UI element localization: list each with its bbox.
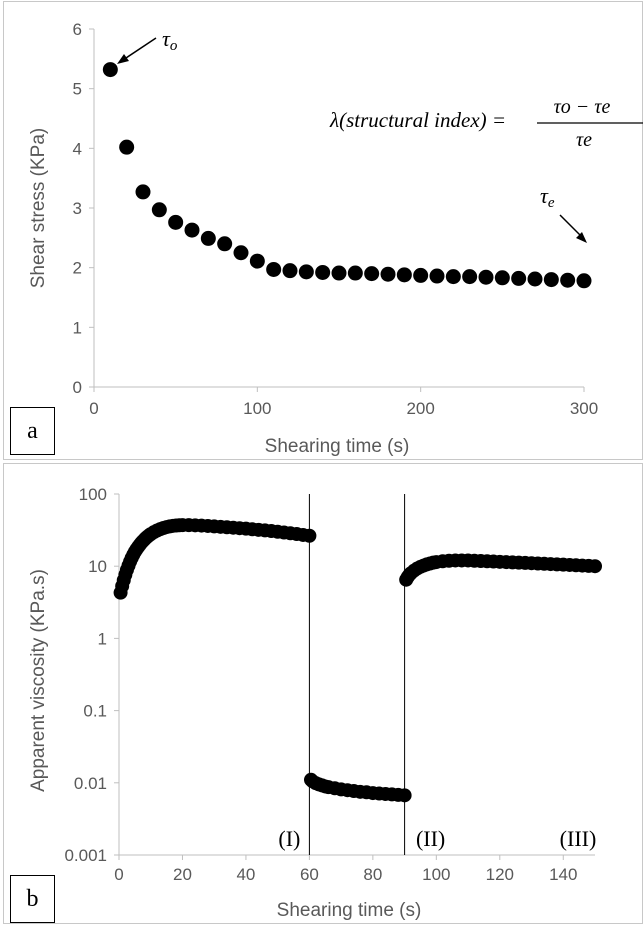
y-tick-label: 4 — [73, 139, 82, 158]
x-tick-label: 40 — [236, 865, 255, 884]
data-point — [478, 269, 494, 285]
data-point — [331, 265, 347, 281]
y-tick-label: 0.001 — [64, 846, 107, 865]
data-point — [200, 230, 216, 246]
y-tick-label: 10 — [88, 557, 107, 576]
formula-denominator: τe — [576, 129, 592, 151]
data-point — [168, 214, 184, 230]
data-point — [543, 272, 559, 288]
data-point — [413, 267, 429, 283]
data-point — [494, 270, 510, 286]
y-tick-label: 3 — [73, 199, 82, 218]
region-label: (III) — [560, 826, 597, 851]
panel-label-b: b — [10, 875, 55, 923]
apparent-viscosity-chart: 100 10 1 0.1 0.01 0.001 0 20 40 60 80 100 120 140 Shea… — [28, 485, 602, 921]
data-point — [102, 62, 118, 78]
tau-e-arrow-line — [559, 214, 583, 238]
y-tick-label: 5 — [73, 80, 82, 99]
x-tick-label: 0 — [114, 865, 123, 884]
data-point — [119, 139, 135, 155]
data-point — [282, 263, 298, 279]
data-point — [396, 267, 412, 283]
y-axis-label: Apparent viscosity (KPa.s) — [28, 569, 49, 792]
data-point — [429, 268, 445, 284]
data-point — [576, 273, 592, 289]
y-tick-label: 100 — [79, 485, 107, 504]
x-tick-label: 80 — [363, 865, 382, 884]
panel-label-a: a — [10, 407, 55, 455]
formula-numerator: τo − τe — [554, 96, 611, 118]
tau-e-label: τe — [540, 183, 555, 211]
x-tick-label: 120 — [486, 865, 514, 884]
data-point — [151, 202, 167, 218]
data-point — [217, 236, 233, 252]
tau-o-arrow-head — [117, 54, 129, 64]
x-tick-label: 60 — [300, 865, 319, 884]
data-point — [315, 264, 331, 280]
data-point — [397, 788, 412, 803]
data-point — [249, 253, 265, 269]
region-label: (I) — [278, 826, 300, 851]
tau-e-arrow-head — [576, 232, 587, 243]
data-point — [527, 271, 543, 287]
x-axis-label: Shearing time (s) — [265, 436, 410, 457]
data-point — [302, 528, 317, 543]
y-tick-label: 0 — [73, 378, 82, 397]
data-point — [511, 270, 527, 286]
data-point — [266, 261, 282, 277]
y-tick-label: 0.1 — [83, 702, 107, 721]
chart-panel-b: 100 10 1 0.1 0.01 0.001 0 20 40 60 80 100 120 140 Shea… — [3, 463, 643, 924]
data-point — [364, 266, 380, 282]
data-point — [560, 272, 576, 288]
x-tick-label: 20 — [173, 865, 192, 884]
x-tick-label: 0 — [89, 399, 98, 418]
x-axis-label: Shearing time (s) — [277, 900, 422, 921]
shear-stress-chart: 0 1 2 3 4 5 6 0 100 200 300 Shearing time (s) Shear … — [28, 20, 643, 457]
x-tick-label: 300 — [570, 399, 598, 418]
data-point — [298, 264, 314, 280]
chart-panel-a: 0 1 2 3 4 5 6 0 100 200 300 Shearing time (s) Shear … — [3, 1, 643, 460]
x-tick-label: 100 — [422, 865, 450, 884]
data-point — [588, 559, 602, 574]
data-point — [233, 245, 249, 261]
y-tick-label: 1 — [73, 318, 82, 337]
y-tick-label: 1 — [98, 629, 107, 648]
formula-lhs: λ(structural index) = — [329, 108, 506, 132]
tau-o-label: τo — [162, 26, 178, 54]
x-tick-label: 200 — [406, 399, 434, 418]
x-tick-label: 140 — [549, 865, 577, 884]
data-point — [462, 269, 478, 285]
y-tick-label: 6 — [73, 20, 82, 39]
x-tick-label: 100 — [243, 399, 271, 418]
data-point — [347, 265, 363, 281]
tau-o-arrow-line — [122, 37, 157, 61]
data-point — [184, 222, 200, 238]
y-tick-label: 2 — [73, 259, 82, 278]
y-tick-label: 0.01 — [74, 774, 107, 793]
data-point — [380, 266, 396, 282]
data-point — [135, 184, 151, 200]
data-point — [445, 269, 461, 285]
region-label: (II) — [416, 826, 445, 851]
y-axis-label: Shear stress (KPa) — [28, 128, 49, 289]
